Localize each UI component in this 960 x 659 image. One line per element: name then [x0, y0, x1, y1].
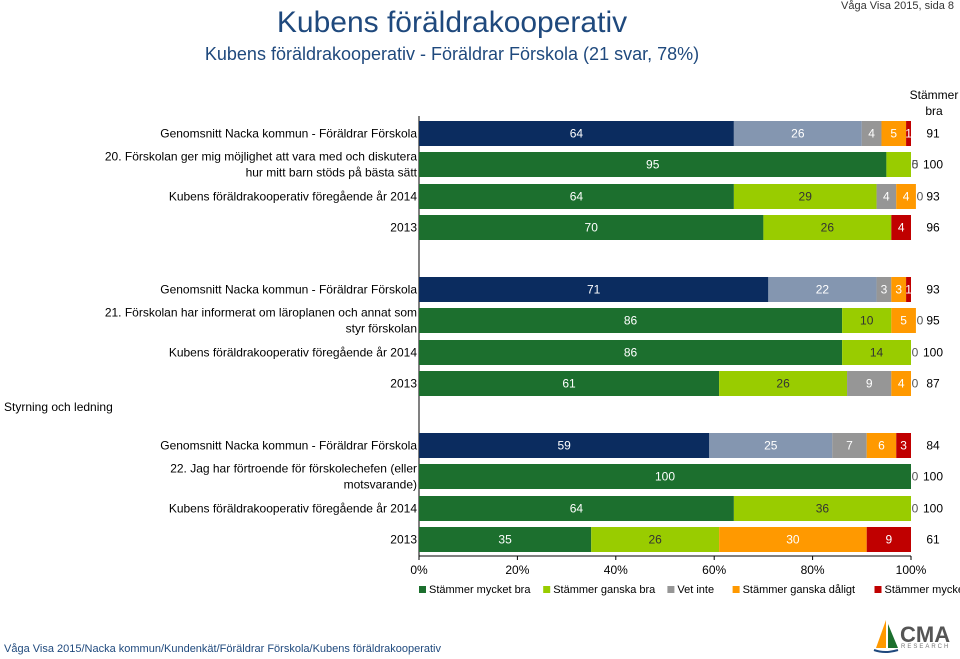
bar-value-label: 4 — [898, 377, 905, 391]
bar-value-label: 3 — [900, 439, 907, 453]
legend-swatch — [875, 586, 882, 593]
x-tick-label: 40% — [604, 563, 628, 577]
legend-label: Stämmer mycket bra — [429, 584, 531, 596]
bar-value-label: 6 — [878, 439, 885, 453]
x-tick-label: 0% — [410, 563, 428, 577]
legend-swatch — [733, 586, 740, 593]
bar-value-label: 0 — [912, 470, 919, 484]
footer-path: Våga Visa 2015/Nacka kommun/Kundenkät/Fö… — [4, 643, 441, 655]
bar-value-label: 4 — [898, 221, 905, 235]
row-total: 100 — [923, 158, 943, 172]
question-label-line: 22. Jag har förtroende för förskolechefe… — [170, 462, 417, 476]
bar-value-label: 86 — [624, 346, 638, 360]
row-label: 2013 — [390, 377, 417, 391]
bar-value-label: 64 — [570, 502, 584, 516]
bar-value-label: 26 — [776, 377, 790, 391]
row-label: Genomsnitt Nacka kommun - Föräldrar Förs… — [160, 283, 417, 297]
x-tick-label: 80% — [801, 563, 825, 577]
bar-value-label: 0 — [912, 502, 919, 516]
question-label-line: 20. Förskolan ger mig möjlighet att vara… — [105, 150, 417, 164]
bar-value-label: 71 — [587, 283, 601, 297]
bar-value-label: 10 — [860, 314, 874, 328]
bar-value-label: 3 — [895, 283, 902, 297]
row-total: 84 — [926, 439, 940, 453]
row-total: 93 — [926, 190, 940, 204]
x-tick-label: 60% — [702, 563, 726, 577]
bar-value-label: 100 — [655, 470, 675, 484]
row-label: Kubens föräldrakooperativ föregående år … — [169, 190, 418, 204]
row-total: 100 — [923, 502, 943, 516]
bar-value-label: 30 — [786, 533, 800, 547]
legend-swatch — [543, 586, 550, 593]
bar-value-label: 0 — [917, 190, 924, 204]
bar-value-label: 9 — [866, 377, 873, 391]
bar-segment — [886, 152, 911, 177]
bar-value-label: 0 — [912, 158, 919, 172]
bar-value-label: 95 — [646, 158, 660, 172]
bar-value-label: 70 — [585, 221, 599, 235]
bar-value-label: 9 — [886, 533, 893, 547]
bar-value-label: 7 — [846, 439, 853, 453]
bar-value-label: 26 — [791, 127, 805, 141]
bar-value-label: 26 — [821, 221, 835, 235]
legend-swatch — [667, 586, 674, 593]
row-total: 93 — [926, 283, 940, 297]
legend-label: Vet inte — [677, 584, 714, 596]
legend-label: Stämmer mycket dåligt — [885, 584, 960, 596]
bar-value-label: 5 — [890, 127, 897, 141]
question-label-line: styr förskolan — [346, 322, 417, 336]
row-label: 2013 — [390, 221, 417, 235]
logo-subtext: RESEARCH — [901, 644, 950, 650]
question-label-line: motsvarande) — [344, 478, 417, 492]
row-label: Kubens föräldrakooperativ föregående år … — [169, 346, 418, 360]
row-total: 91 — [926, 127, 940, 141]
row-total: 100 — [923, 346, 943, 360]
row-total: 100 — [923, 470, 943, 484]
bar-value-label: 86 — [624, 314, 638, 328]
bar-value-label: 0 — [917, 314, 924, 328]
x-tick-label: 20% — [505, 563, 529, 577]
row-total: 61 — [926, 533, 940, 547]
x-tick-label: 100% — [896, 563, 927, 577]
row-label: Genomsnitt Nacka kommun - Föräldrar Förs… — [160, 439, 417, 453]
row-label: Kubens föräldrakooperativ föregående år … — [169, 502, 418, 516]
bar-value-label: 1 — [905, 127, 912, 141]
bar-value-label: 22 — [816, 283, 830, 297]
row-total: 95 — [926, 314, 940, 328]
bar-value-label: 4 — [868, 127, 875, 141]
bar-value-label: 3 — [881, 283, 888, 297]
cma-logo: CMA RESEARCH — [870, 618, 954, 654]
bar-value-label: 0 — [912, 377, 919, 391]
row-label: Genomsnitt Nacka kommun - Föräldrar Förs… — [160, 127, 417, 141]
question-label: 22. Jag har förtroende för förskolechefe… — [170, 462, 417, 492]
legend-label: Stämmer ganska dåligt — [743, 584, 856, 596]
question-label-line: hur mitt barn stöds på bästa sätt — [246, 166, 418, 180]
row-total: 87 — [926, 377, 940, 391]
bar-value-label: 64 — [570, 190, 584, 204]
question-label-line: 21. Förskolan har informerat om läroplan… — [105, 306, 417, 320]
bar-value-label: 4 — [883, 190, 890, 204]
bar-value-label: 59 — [557, 439, 571, 453]
row-total: 96 — [926, 221, 940, 235]
bar-value-label: 64 — [570, 127, 584, 141]
bar-value-label: 4 — [903, 190, 910, 204]
legend-label: Stämmer ganska bra — [553, 584, 656, 596]
bar-value-label: 61 — [562, 377, 576, 391]
row-label: 2013 — [390, 533, 417, 547]
sail-icon — [870, 618, 900, 654]
bar-value-label: 14 — [870, 346, 884, 360]
bar-value-label: 5 — [900, 314, 907, 328]
bar-value-label: 1 — [905, 283, 912, 297]
bar-value-label: 35 — [498, 533, 512, 547]
question-label: 21. Förskolan har informerat om läroplan… — [105, 306, 417, 336]
bar-value-label: 0 — [912, 346, 919, 360]
question-label: 20. Förskolan ger mig möjlighet att vara… — [105, 150, 418, 180]
bar-value-label: 25 — [764, 439, 778, 453]
legend-swatch — [419, 586, 426, 593]
bar-value-label: 26 — [648, 533, 662, 547]
bar-value-label: 29 — [799, 190, 813, 204]
bar-value-label: 36 — [816, 502, 830, 516]
